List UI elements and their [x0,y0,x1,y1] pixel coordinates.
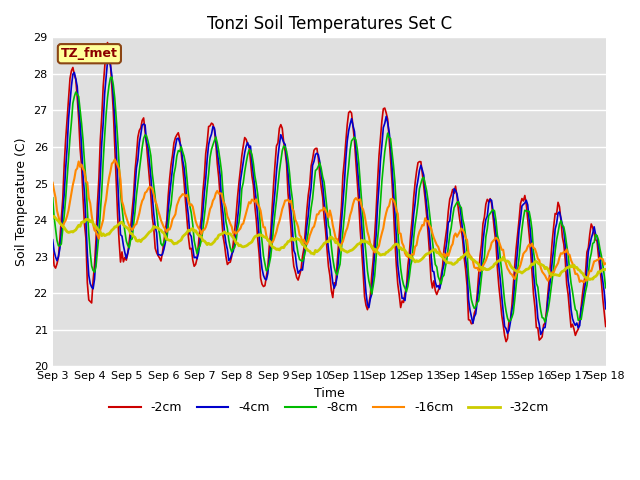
-2cm [68,68,76,73]
-4cm [444,219,452,225]
-32cm [335,241,342,247]
-16cm [111,156,118,162]
-2cm [85,297,93,303]
-4cm [335,255,342,261]
-32cm [86,219,94,225]
-32cm [527,263,534,269]
-16cm [68,190,76,196]
Line: -4cm: -4cm [52,60,605,335]
-16cm [580,279,588,285]
-4cm [68,83,76,89]
-8cm [108,74,116,80]
Text: TZ_fmet: TZ_fmet [61,47,118,60]
-8cm [68,119,76,125]
-2cm [528,270,536,276]
-2cm [104,40,111,46]
Legend: -2cm, -4cm, -8cm, -16cm, -32cm: -2cm, -4cm, -8cm, -16cm, -32cm [104,396,554,420]
-8cm [49,195,56,201]
-32cm [444,260,452,265]
-4cm [49,237,56,242]
-2cm [335,241,342,247]
Y-axis label: Soil Temperature (C): Soil Temperature (C) [15,138,28,266]
-8cm [85,231,93,237]
-16cm [600,262,608,267]
-2cm [602,324,609,329]
-16cm [602,261,609,266]
-4cm [602,306,609,312]
Title: Tonzi Soil Temperatures Set C: Tonzi Soil Temperatures Set C [207,15,452,33]
-16cm [85,195,93,201]
-16cm [49,180,56,186]
Line: -32cm: -32cm [52,216,605,279]
X-axis label: Time: Time [314,387,344,400]
-2cm [502,339,510,345]
-16cm [527,243,534,249]
-32cm [49,214,56,220]
-8cm [602,285,609,291]
-2cm [444,208,452,214]
Line: -2cm: -2cm [52,43,605,342]
-32cm [600,266,608,272]
Line: -16cm: -16cm [52,159,605,282]
-8cm [527,216,534,222]
-2cm [600,310,608,316]
-4cm [105,57,113,63]
-8cm [444,244,452,250]
-32cm [51,214,58,219]
-4cm [600,289,608,295]
-8cm [541,319,549,325]
-32cm [586,276,594,282]
-4cm [85,272,93,278]
-32cm [602,266,609,272]
-16cm [444,253,452,259]
-8cm [600,273,608,278]
-8cm [335,266,342,272]
-32cm [69,229,77,235]
Line: -8cm: -8cm [52,77,605,322]
-4cm [527,230,534,236]
-16cm [335,241,342,247]
-4cm [537,332,545,337]
-2cm [49,246,56,252]
